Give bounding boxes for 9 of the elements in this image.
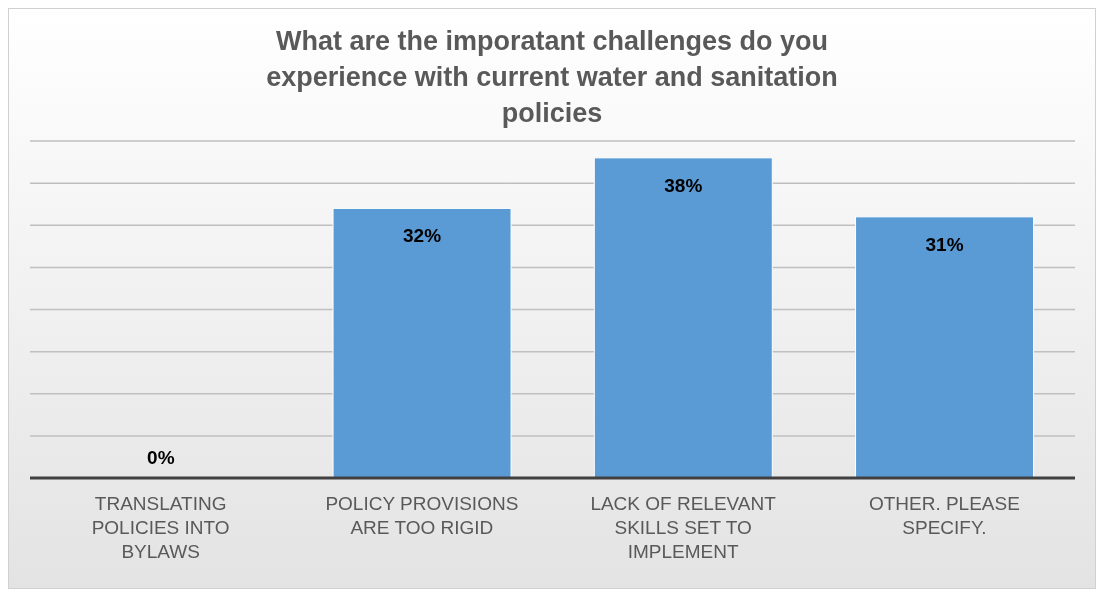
x-tick-label: OTHER. PLEASE SPECIFY. xyxy=(868,493,1020,538)
x-tick-label: TRANSLATING POLICIES INTO BYLAWS xyxy=(91,493,230,562)
chart-title: What are the imporatant challenges do you experience with current water and sanitation policies xyxy=(265,25,839,128)
data-label: 38% xyxy=(664,174,703,196)
x-tick-label: POLICY PROVISIONS ARE TOO RIGID xyxy=(325,493,519,538)
data-label: 31% xyxy=(925,233,964,255)
data-label: 32% xyxy=(403,225,442,247)
x-tick-label: LACK OF RELEVANT SKILLS SET TO IMPLEMENT xyxy=(590,493,777,562)
data-label: 0% xyxy=(147,447,175,468)
